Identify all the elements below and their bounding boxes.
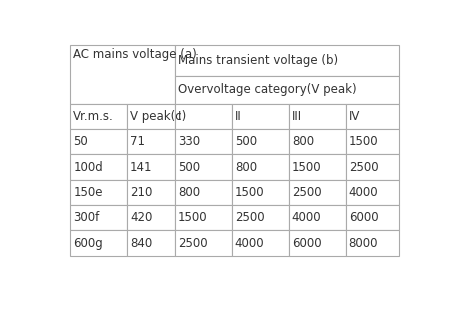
Bar — [70, 129, 127, 154]
Bar — [127, 129, 175, 154]
Text: 2500: 2500 — [349, 161, 378, 174]
Text: 420: 420 — [130, 211, 153, 224]
Text: 4000: 4000 — [292, 211, 321, 224]
Bar — [232, 104, 289, 129]
Text: 71: 71 — [130, 135, 145, 148]
Bar — [70, 205, 127, 230]
Bar — [70, 180, 127, 205]
Text: 800: 800 — [292, 135, 314, 148]
Text: 300f: 300f — [73, 211, 100, 224]
Bar — [232, 154, 289, 180]
Bar — [232, 180, 289, 205]
Text: 2500: 2500 — [178, 237, 208, 249]
Text: II: II — [235, 110, 242, 123]
Bar — [346, 205, 399, 230]
Bar — [232, 205, 289, 230]
Text: 100d: 100d — [73, 161, 103, 174]
Text: 8000: 8000 — [349, 237, 378, 249]
Text: 6000: 6000 — [349, 211, 378, 224]
Text: 210: 210 — [130, 186, 153, 199]
Text: 800: 800 — [235, 161, 257, 174]
Bar — [289, 205, 346, 230]
Text: 800: 800 — [178, 186, 200, 199]
Text: 2500: 2500 — [235, 211, 264, 224]
Text: 1500: 1500 — [235, 186, 264, 199]
Bar — [127, 154, 175, 180]
Bar — [232, 129, 289, 154]
Text: 2500: 2500 — [292, 186, 321, 199]
Bar — [346, 129, 399, 154]
Text: 4000: 4000 — [235, 237, 264, 249]
Text: IV: IV — [349, 110, 360, 123]
Bar — [70, 45, 175, 104]
Bar — [70, 154, 127, 180]
Text: V peak(c): V peak(c) — [130, 110, 186, 123]
Text: I: I — [178, 110, 181, 123]
Text: AC mains voltage (a): AC mains voltage (a) — [73, 49, 197, 61]
Text: Mains transient voltage (b): Mains transient voltage (b) — [178, 54, 338, 67]
Text: III: III — [292, 110, 302, 123]
Bar — [175, 230, 232, 256]
Bar — [175, 180, 232, 205]
Text: 150e: 150e — [73, 186, 103, 199]
Text: 840: 840 — [130, 237, 153, 249]
Bar — [127, 104, 175, 129]
Text: 50: 50 — [73, 135, 88, 148]
Bar — [289, 129, 346, 154]
Text: 600g: 600g — [73, 237, 103, 249]
Bar — [346, 104, 399, 129]
Bar — [70, 230, 127, 256]
Text: 141: 141 — [130, 161, 153, 174]
Bar — [127, 205, 175, 230]
Text: 1500: 1500 — [178, 211, 208, 224]
Bar — [232, 230, 289, 256]
Bar — [175, 129, 232, 154]
Bar — [289, 180, 346, 205]
Bar — [175, 205, 232, 230]
Bar — [127, 180, 175, 205]
Bar — [175, 76, 399, 104]
Bar — [127, 230, 175, 256]
Bar — [346, 230, 399, 256]
Text: 1500: 1500 — [349, 135, 378, 148]
Bar — [70, 104, 127, 129]
Text: 330: 330 — [178, 135, 200, 148]
Text: 500: 500 — [235, 135, 257, 148]
Bar — [289, 154, 346, 180]
Bar — [289, 230, 346, 256]
Text: Overvoltage category(V peak): Overvoltage category(V peak) — [178, 84, 356, 96]
Bar — [346, 154, 399, 180]
Bar — [175, 45, 399, 76]
Text: Vr.m.s.: Vr.m.s. — [73, 110, 114, 123]
Text: 6000: 6000 — [292, 237, 321, 249]
Text: 1500: 1500 — [292, 161, 321, 174]
Bar — [346, 180, 399, 205]
Text: 500: 500 — [178, 161, 200, 174]
Bar — [289, 104, 346, 129]
Bar — [175, 104, 232, 129]
Bar — [175, 154, 232, 180]
Text: 4000: 4000 — [349, 186, 378, 199]
